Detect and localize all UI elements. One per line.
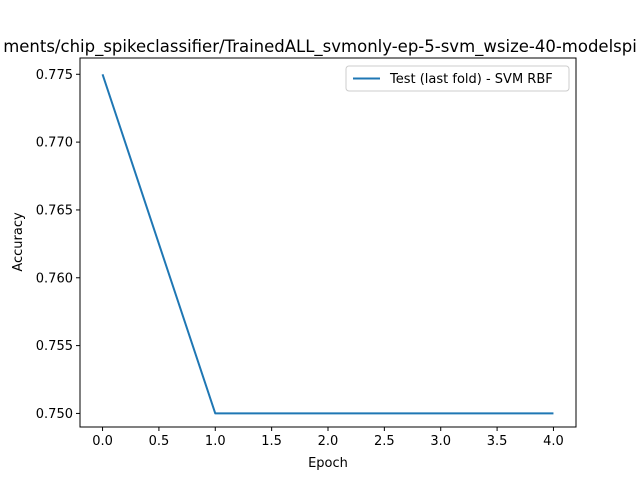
y-axis-label: Accuracy — [11, 212, 26, 272]
legend: Test (last fold) - SVM RBF — [345, 65, 570, 92]
x-tick-label: 3.0 — [430, 434, 451, 449]
x-tick-label: 1.0 — [205, 434, 226, 449]
series-layer — [101, 73, 554, 415]
x-tick-label: 4.0 — [543, 434, 564, 449]
x-tick-label: 0.5 — [149, 434, 170, 449]
x-tick-label: 2.5 — [374, 434, 395, 449]
y-tick-label: 0.765 — [36, 203, 73, 218]
y-tick-label: 0.775 — [36, 68, 73, 83]
y-tick-label: 0.760 — [36, 271, 73, 286]
x-axis-label: Epoch — [308, 456, 348, 471]
y-axis: 0.750 0.755 0.760 0.765 0.770 0.775 — [36, 68, 80, 422]
chart-title: ments/chip_spikeclassifier/TrainedALL_sv… — [3, 37, 637, 57]
x-tick-label: 1.5 — [261, 434, 282, 449]
y-tick-label: 0.770 — [36, 136, 73, 151]
legend-box — [345, 65, 570, 92]
y-tick-label: 0.755 — [36, 339, 73, 354]
x-axis: 0.0 0.5 1.0 1.5 2.0 2.5 3.0 3.5 4.0 — [92, 427, 564, 449]
legend-label: Test (last fold) - SVM RBF — [389, 72, 553, 87]
x-tick-label: 0.0 — [92, 434, 113, 449]
x-tick-label: 3.5 — [487, 434, 508, 449]
y-tick-label: 0.750 — [36, 407, 73, 422]
x-tick-label: 2.0 — [318, 434, 339, 449]
